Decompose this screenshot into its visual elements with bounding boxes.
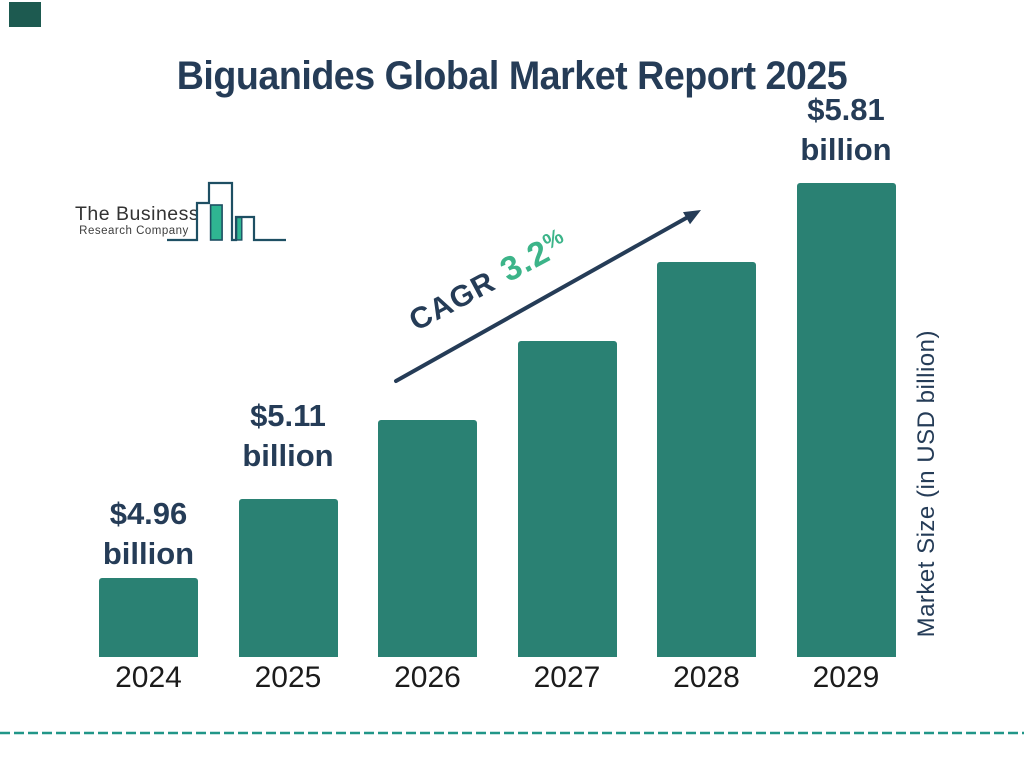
y-axis-label: Market Size (in USD billion) <box>913 330 940 638</box>
bottom-dashed-divider <box>0 731 1024 735</box>
company-logo: The Business Research Company <box>75 178 290 248</box>
bar-2029 <box>796 183 896 657</box>
bar-2028 <box>657 262 756 657</box>
logo-text-line1: The Business <box>75 203 200 225</box>
logo-text-line2: Research Company <box>79 225 189 237</box>
bar-2025 <box>238 499 338 657</box>
bar-2024 <box>99 578 198 657</box>
bar-2026 <box>378 420 477 657</box>
value-label-2025: $5.11 billion <box>242 398 334 473</box>
logo-barchart-icon <box>167 181 286 242</box>
corner-accent-square <box>9 2 41 27</box>
bar-2027 <box>517 341 617 657</box>
x-axis-label-2028: 2028 <box>673 661 740 694</box>
value-label-2024: $4.96 billion <box>102 496 195 571</box>
x-axis-label-2024: 2024 <box>115 661 182 694</box>
value-label-2029: $5.81 billion <box>800 92 892 167</box>
page-title: Biguanides Global Market Report 2025 <box>176 53 848 98</box>
x-axis-label-2029: 2029 <box>812 661 880 694</box>
x-axis-label-2027: 2027 <box>533 661 601 694</box>
x-axis-label-2025: 2025 <box>254 661 322 694</box>
x-axis-label-2026: 2026 <box>394 661 461 694</box>
